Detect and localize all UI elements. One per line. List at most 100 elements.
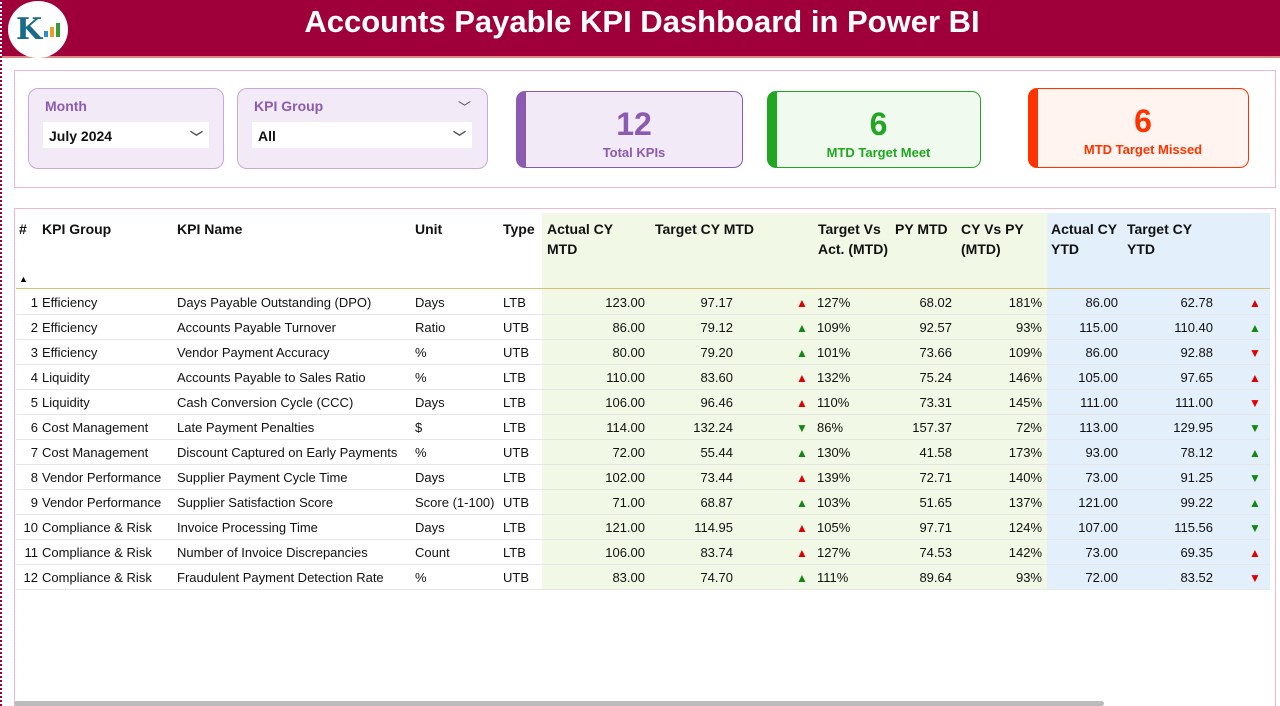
column-header[interactable]: CY Vs PY (MTD) — [961, 221, 1024, 257]
column-header[interactable]: Actual CY YTD — [1051, 221, 1117, 257]
cell-tgt-mtd: 83.60 — [700, 370, 733, 385]
table-row[interactable]: 5 Liquidity Cash Conversion Cycle (CCC) Day… — [16, 390, 1270, 415]
total-kpis-card: 12 Total KPIs — [516, 91, 743, 168]
cell-tgt-ytd: 92.88 — [1180, 345, 1213, 360]
cell-unit: Days — [415, 395, 445, 410]
cell-unit: $ — [415, 420, 423, 435]
column-header[interactable]: Target CY YTD — [1127, 221, 1192, 257]
cell-tva: 111% — [817, 570, 849, 585]
filter-card-panel: Month July 2024 ﹀ KPI Group ﹀ All ﹀ 12 Tot… — [14, 70, 1276, 188]
cell-type: LTB — [503, 545, 526, 560]
cell-group: Liquidity — [42, 395, 90, 410]
cell-cyvpy: 145% — [1008, 395, 1042, 410]
cell-unit: Days — [415, 470, 445, 485]
cell-type: LTB — [503, 420, 526, 435]
cell-group: Cost Management — [42, 445, 149, 460]
arrow-up-icon: ▲ — [796, 546, 808, 560]
column-header[interactable]: Type — [503, 221, 535, 237]
arrow-up-icon: ▲ — [1249, 546, 1261, 560]
cell-tva: 130% — [817, 445, 851, 460]
cell-group: Vendor Performance — [42, 495, 162, 510]
table-row[interactable]: 4 Liquidity Accounts Payable to Sales Rati… — [16, 365, 1270, 390]
cell-n: 12 — [23, 570, 38, 585]
arrow-up-icon: ▲ — [1249, 296, 1261, 310]
sort-ascending-icon[interactable]: ▲ — [19, 274, 28, 284]
cell-cyvpy: 140% — [1008, 470, 1042, 485]
column-header[interactable]: Target Vs Act. (MTD) — [818, 221, 888, 257]
cell-unit: Days — [415, 295, 445, 310]
cell-tva: 139% — [817, 470, 851, 485]
cell-group: Compliance & Risk — [42, 570, 152, 585]
cell-cyvpy: 109% — [1008, 345, 1042, 360]
cell-unit: Count — [415, 545, 450, 560]
cell-tgt-mtd: 74.70 — [700, 570, 733, 585]
cell-py-mtd: 72.71 — [919, 470, 952, 485]
arrow-up-icon: ▲ — [796, 346, 808, 360]
total-kpis-label: Total KPIs — [602, 145, 666, 160]
column-header[interactable]: Unit — [415, 221, 443, 237]
table-row[interactable]: 12 Compliance & Risk Fraudulent Payment De… — [16, 565, 1270, 590]
mtd-target-meet-label: MTD Target Meet — [826, 145, 931, 160]
arrow-up-icon: ▲ — [796, 371, 808, 385]
month-slicer: Month July 2024 ﹀ — [28, 88, 224, 169]
cell-group: Vendor Performance — [42, 470, 162, 485]
cell-act-mtd: 80.00 — [612, 345, 645, 360]
arrow-down-icon: ▼ — [796, 421, 808, 435]
chevron-down-icon[interactable]: ﹀ — [457, 100, 471, 115]
cell-py-mtd: 73.31 — [919, 395, 952, 410]
cell-group: Compliance & Risk — [42, 520, 152, 535]
arrow-up-icon: ▲ — [796, 396, 808, 410]
table-row[interactable]: 10 Compliance & Risk Invoice Processing Ti… — [16, 515, 1270, 540]
cell-act-mtd: 102.00 — [605, 470, 645, 485]
cell-n: 8 — [30, 470, 38, 485]
arrow-up-icon: ▲ — [796, 321, 808, 335]
cell-py-mtd: 68.02 — [919, 295, 952, 310]
table-row[interactable]: 6 Cost Management Late Payment Penalties $ L… — [16, 415, 1270, 440]
cell-unit: % — [415, 345, 427, 360]
cell-n: 9 — [30, 495, 38, 510]
cell-name: Fraudulent Payment Detection Rate — [177, 570, 384, 585]
table-row[interactable]: 9 Vendor Performance Supplier Satisfaction… — [16, 490, 1270, 515]
cell-type: LTB — [503, 395, 526, 410]
cell-cyvpy: 137% — [1008, 495, 1042, 510]
cell-type: LTB — [503, 295, 526, 310]
cell-cyvpy: 93% — [1015, 570, 1042, 585]
column-header[interactable]: KPI Group — [42, 221, 112, 237]
month-value: July 2024 — [49, 128, 113, 144]
column-header[interactable]: Actual CY MTD — [547, 221, 613, 257]
mtd-target-meet-value: 6 — [869, 106, 888, 142]
column-header[interactable]: # — [19, 221, 27, 237]
cell-act-ytd: 86.00 — [1085, 345, 1118, 360]
arrow-down-icon: ▼ — [1249, 571, 1261, 585]
cell-act-ytd: 86.00 — [1085, 295, 1118, 310]
cell-act-mtd: 106.00 — [605, 395, 645, 410]
cell-type: UTB — [503, 320, 529, 335]
column-header[interactable]: PY MTD — [895, 221, 948, 237]
cell-name: Discount Captured on Early Payments — [177, 445, 398, 460]
table-row[interactable]: 1 Efficiency Days Payable Outstanding (DPO… — [16, 290, 1270, 315]
arrow-up-icon: ▲ — [1249, 321, 1261, 335]
cell-act-ytd: 107.00 — [1078, 520, 1118, 535]
cell-cyvpy: 124% — [1008, 520, 1042, 535]
table-row[interactable]: 11 Compliance & Risk Number of Invoice Dis… — [16, 540, 1270, 565]
cell-name: Invoice Processing Time — [177, 520, 318, 535]
month-dropdown[interactable]: July 2024 ﹀ — [43, 122, 209, 148]
kpi-group-slicer: KPI Group ﹀ All ﹀ — [237, 88, 488, 169]
table-row[interactable]: 3 Efficiency Vendor Payment Accuracy% UTB 80… — [16, 340, 1270, 365]
mtd-section-background — [542, 213, 1047, 589]
cell-unit: Ratio — [415, 320, 446, 335]
cell-tgt-mtd: 79.12 — [700, 320, 733, 335]
kpi-group-dropdown[interactable]: All ﹀ — [252, 122, 472, 148]
cell-name: Days Payable Outstanding (DPO) — [177, 295, 372, 310]
table-row[interactable]: 7 Cost Management Discount Captured on Ear… — [16, 440, 1270, 465]
table-row[interactable]: 8 Vendor Performance Supplier Payment Cycl… — [16, 465, 1270, 490]
column-header[interactable]: Target CY MTD — [655, 221, 755, 237]
column-header[interactable]: KPI Name — [177, 221, 243, 237]
mtd-target-meet-card: 6 MTD Target Meet — [767, 91, 981, 168]
cell-act-mtd: 121.00 — [605, 520, 645, 535]
cell-type: UTB — [503, 570, 529, 585]
table-row[interactable]: 2 Efficiency Accounts Payable Turnover Rati… — [16, 315, 1270, 340]
cell-act-ytd: 93.00 — [1085, 445, 1118, 460]
cell-act-mtd: 71.00 — [612, 495, 645, 510]
horizontal-scrollbar[interactable] — [14, 701, 1104, 706]
